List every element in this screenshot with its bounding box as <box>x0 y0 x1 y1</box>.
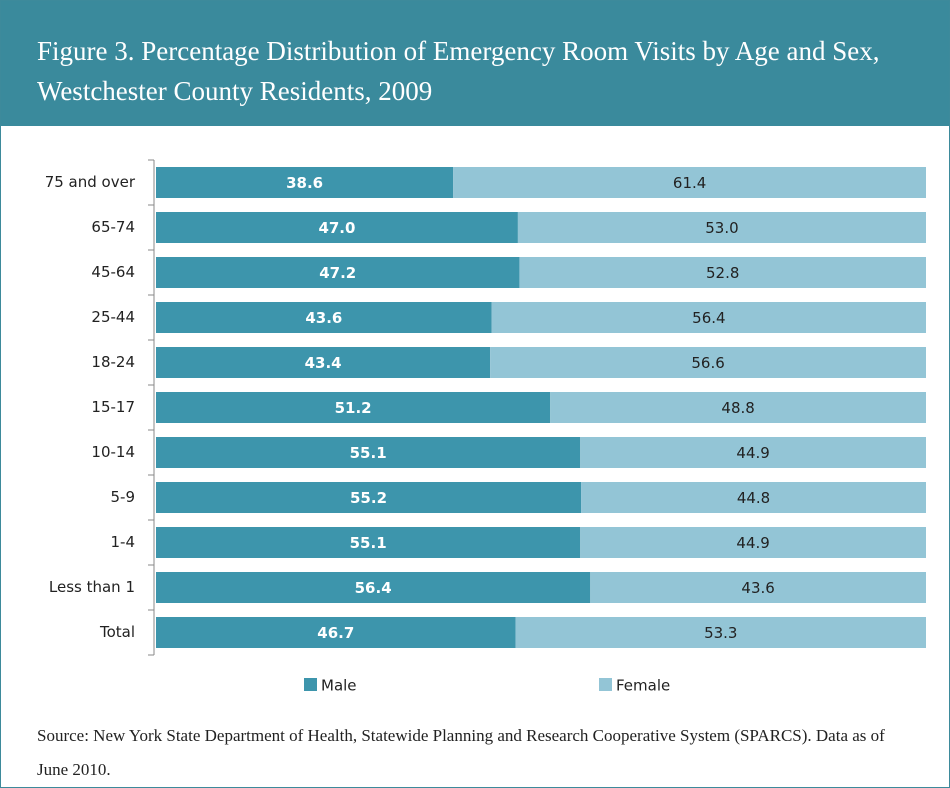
bar-segment <box>453 167 926 198</box>
bar-segment <box>156 302 492 333</box>
source-note: Source: New York State Department of Hea… <box>37 726 885 779</box>
bar-segment <box>156 392 551 423</box>
data-label: 55.1 <box>350 534 387 552</box>
y-tick-label: 15-17 <box>91 398 135 416</box>
bar-segment <box>156 167 454 198</box>
y-tick-label: 18-24 <box>91 353 135 371</box>
data-label: 53.0 <box>705 219 738 237</box>
bar-segment <box>515 617 926 648</box>
data-label: 43.6 <box>305 309 342 327</box>
chart: 75 and over 38.6 61.4 65-74 47.0 53.0 45-64 47.… <box>45 159 926 695</box>
data-label: 52.8 <box>706 264 739 282</box>
bar-segment <box>581 482 926 513</box>
bar-segment <box>580 527 926 558</box>
bar-segment <box>517 212 926 243</box>
data-label: 46.7 <box>317 624 354 642</box>
data-label: 43.4 <box>305 354 342 372</box>
bar-segment <box>519 257 926 288</box>
data-label: 44.9 <box>736 444 769 462</box>
bar-segment <box>156 212 518 243</box>
y-tick-label: Total <box>99 623 135 641</box>
data-label: 55.2 <box>350 489 387 507</box>
data-label: 47.0 <box>318 219 355 237</box>
bar-segment <box>156 482 582 513</box>
data-label: 43.6 <box>741 579 774 597</box>
legend-swatch <box>599 678 612 691</box>
bar-segment <box>580 437 926 468</box>
y-tick-label: 65-74 <box>91 218 135 236</box>
data-label: 61.4 <box>673 174 706 192</box>
bar-segment <box>156 347 491 378</box>
bar-segment <box>491 302 926 333</box>
data-label: 38.6 <box>286 174 323 192</box>
data-label: 53.3 <box>704 624 737 642</box>
data-label: 44.9 <box>736 534 769 552</box>
y-tick-label: 10-14 <box>91 443 135 461</box>
data-label: 56.4 <box>355 579 392 597</box>
bar-segment <box>156 617 516 648</box>
bar-segment <box>490 347 926 378</box>
y-tick-label: 5-9 <box>111 488 136 506</box>
bar-segment <box>156 527 581 558</box>
y-tick-label: 25-44 <box>91 308 135 326</box>
bar-segment <box>156 437 581 468</box>
data-label: 56.6 <box>691 354 724 372</box>
data-label: 44.8 <box>737 489 770 507</box>
data-label: 55.1 <box>350 444 387 462</box>
legend-label: Female <box>616 677 670 695</box>
bar-segment <box>156 572 591 603</box>
chart-title: Figure 3. Percentage Distribution of Eme… <box>37 36 880 106</box>
data-label: 47.2 <box>319 264 356 282</box>
bar-segment <box>590 572 926 603</box>
y-tick-label: 75 and over <box>45 173 136 191</box>
y-tick-label: 1-4 <box>111 533 136 551</box>
bar-segment <box>550 392 926 423</box>
data-label: 48.8 <box>721 399 754 417</box>
data-label: 51.2 <box>335 399 372 417</box>
legend-swatch <box>304 678 317 691</box>
legend-label: Male <box>321 677 357 695</box>
data-label: 56.4 <box>692 309 725 327</box>
header: Figure 3. Percentage Distribution of Eme… <box>1 1 949 126</box>
bar-segment <box>156 257 520 288</box>
y-tick-label: Less than 1 <box>49 578 135 596</box>
y-tick-label: 45-64 <box>91 263 135 281</box>
